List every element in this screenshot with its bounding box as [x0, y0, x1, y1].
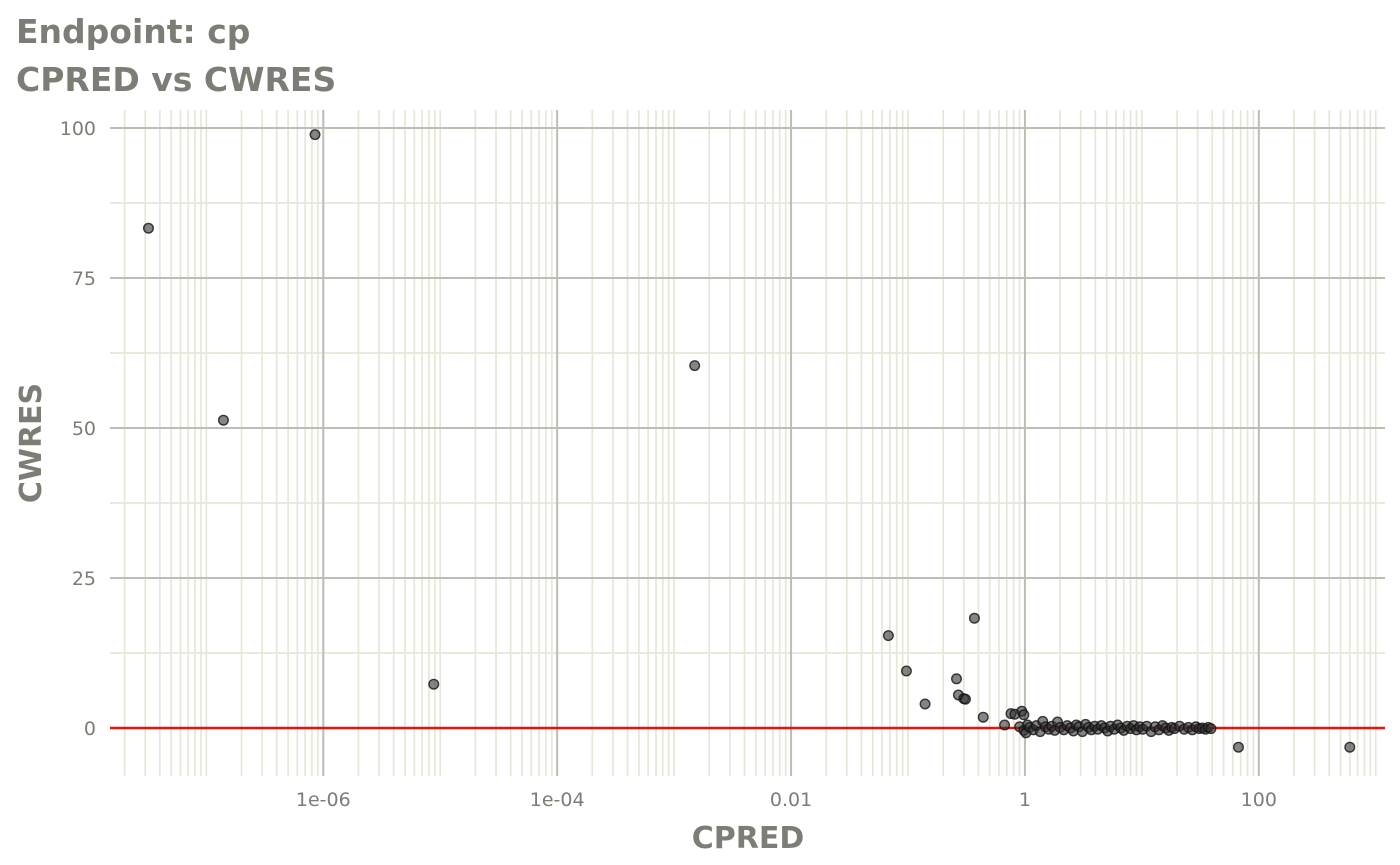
- data-point: [900, 665, 912, 677]
- x-tick-label: 1e-06: [296, 789, 351, 811]
- y-tick-label: 25: [72, 568, 96, 590]
- x-tick-labels: 1e-06 1e-04 0.01 1 100: [296, 789, 1277, 811]
- y-tick-labels: 0 25 50 75 100: [60, 118, 96, 740]
- data-point: [689, 360, 701, 372]
- data-point: [951, 673, 963, 685]
- data-point: [977, 711, 989, 723]
- chart-subtitle: CPRED vs CWRES: [16, 60, 337, 99]
- data-points: [142, 129, 1356, 753]
- data-point: [1018, 709, 1030, 721]
- x-tick-label: 1e-04: [530, 789, 585, 811]
- chart-title: Endpoint: cp: [16, 12, 251, 51]
- major-gridlines: [110, 110, 1385, 776]
- data-point: [882, 630, 894, 642]
- data-point: [428, 678, 440, 690]
- x-tick-label: 0.01: [770, 789, 812, 811]
- data-point: [309, 129, 321, 141]
- data-point: [1205, 723, 1217, 735]
- y-tick-label: 0: [84, 718, 96, 740]
- data-point: [959, 693, 971, 705]
- data-point: [142, 222, 154, 234]
- data-point: [999, 719, 1011, 731]
- y-tick-label: 75: [72, 268, 96, 290]
- data-point: [968, 612, 980, 624]
- x-tick-label: 1: [1019, 789, 1031, 811]
- y-tick-label: 100: [60, 118, 96, 140]
- data-point: [919, 698, 931, 710]
- data-point: [217, 414, 229, 426]
- data-point: [1232, 741, 1244, 753]
- x-tick-label: 100: [1241, 789, 1277, 811]
- x-axis-title: CPRED: [692, 821, 805, 856]
- data-point: [1344, 741, 1356, 753]
- minor-gridlines: [110, 110, 1385, 776]
- y-tick-label: 50: [72, 418, 96, 440]
- y-axis-title: CWRES: [14, 383, 49, 503]
